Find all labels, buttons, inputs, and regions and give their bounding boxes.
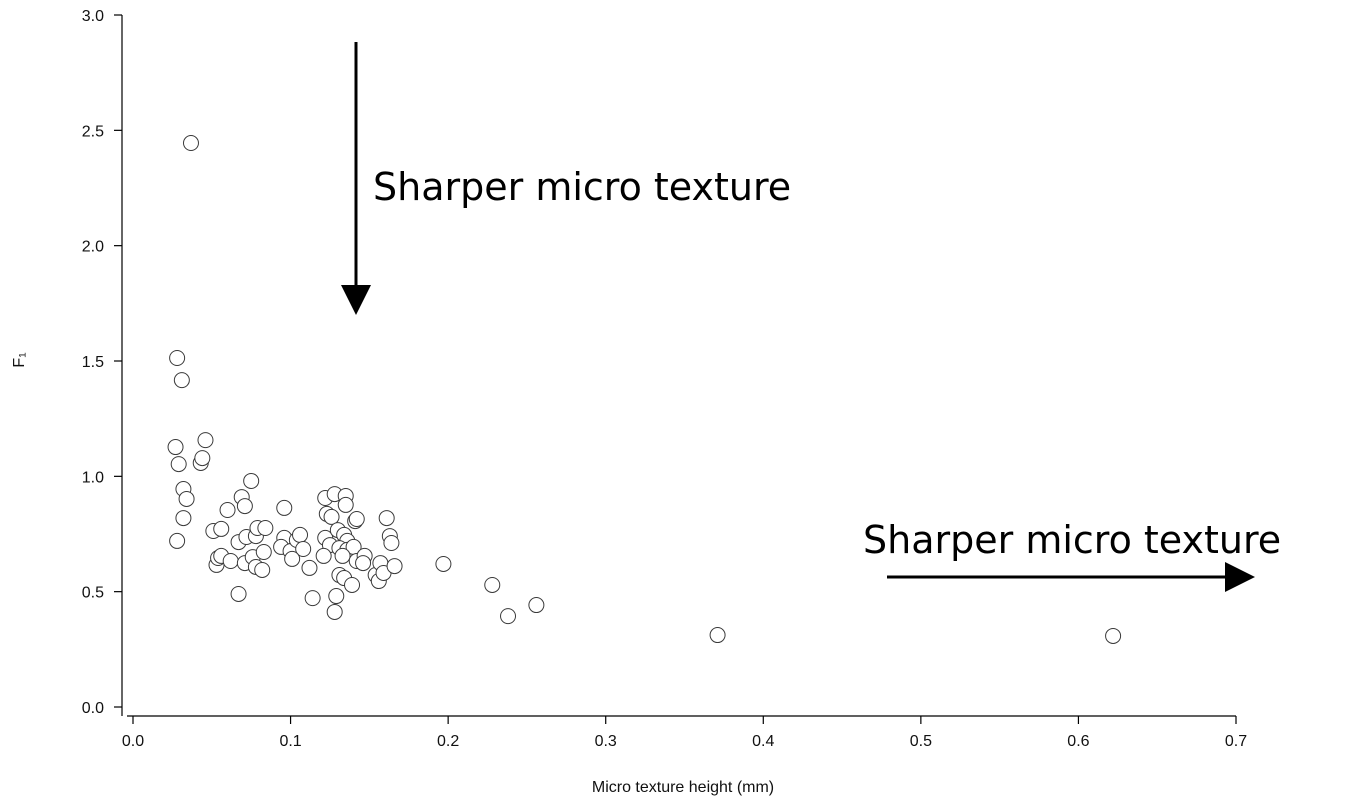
point [304, 590, 321, 607]
point [484, 576, 501, 593]
point [386, 558, 403, 575]
point [167, 439, 184, 456]
point [243, 472, 260, 489]
point [173, 372, 190, 389]
point [170, 456, 187, 473]
point [709, 627, 726, 644]
point [528, 597, 545, 614]
point [236, 498, 253, 515]
annotation: Sharper micro texture [863, 518, 1281, 562]
point [169, 532, 186, 549]
x-tick-label: 0.7 [1225, 733, 1247, 750]
point [500, 608, 517, 625]
point [292, 526, 309, 543]
point [315, 547, 332, 564]
point [326, 603, 343, 620]
y-tick-label: 0.0 [82, 700, 104, 717]
x-tick-label: 0.5 [910, 733, 932, 750]
y-tick-label: 1.0 [82, 469, 104, 486]
x-tick-label: 0.3 [595, 733, 617, 750]
point [323, 508, 340, 525]
point [337, 496, 354, 513]
x-tick-label: 0.0 [122, 733, 144, 750]
y-axis-title: F₁ [11, 352, 28, 367]
y-tick-label: 0.5 [82, 585, 104, 602]
point [257, 520, 274, 537]
y-tick-label: 3.0 [82, 8, 104, 25]
point [175, 510, 192, 527]
point [222, 552, 239, 569]
point [254, 561, 271, 578]
point [169, 350, 186, 367]
y-tick-label: 2.0 [82, 239, 104, 256]
point [197, 432, 214, 449]
x-tick-label: 0.4 [752, 733, 774, 750]
point [276, 499, 293, 516]
point [194, 450, 211, 467]
x-tick-label: 0.2 [437, 733, 459, 750]
y-tick-label: 2.5 [82, 123, 104, 140]
point [219, 502, 236, 519]
point [334, 547, 351, 564]
point [348, 511, 365, 528]
point [213, 520, 230, 537]
point [344, 576, 361, 593]
point [435, 555, 452, 572]
annotation: Sharper micro texture [373, 165, 791, 209]
point [182, 135, 199, 152]
x-axis-title: Micro texture height (mm) [592, 779, 774, 796]
point [1105, 627, 1122, 644]
point [178, 490, 195, 507]
y-tick-label: 1.5 [82, 354, 104, 371]
point [378, 510, 395, 527]
point [383, 534, 400, 551]
point [284, 550, 301, 567]
point [255, 543, 272, 560]
point [295, 540, 312, 557]
point [355, 555, 372, 572]
point [301, 559, 318, 576]
x-tick-label: 0.6 [1067, 733, 1089, 750]
point [328, 588, 345, 605]
point [230, 585, 247, 602]
x-tick-label: 0.1 [279, 733, 301, 750]
